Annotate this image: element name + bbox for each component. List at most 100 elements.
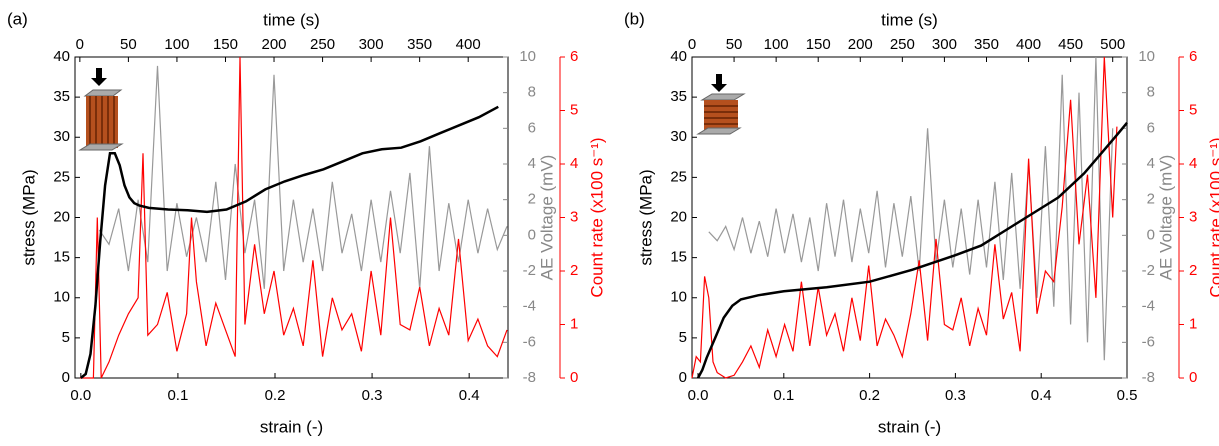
x2-tick-label: 50: [120, 36, 137, 53]
y2-tick-label: 4: [1147, 155, 1155, 172]
y3-tick-label: 3: [570, 208, 578, 225]
y3-tick-label: 3: [1189, 208, 1197, 225]
x-tick-label: 0.0: [688, 387, 709, 404]
y-tick-label: 40: [670, 48, 687, 65]
y-tick-label: 15: [670, 249, 687, 266]
x2-tick-label: 400: [456, 36, 481, 53]
panel-label: (a): [7, 9, 28, 28]
y3-tick-label: 5: [570, 101, 578, 118]
x-tick-label: 0.4: [1031, 387, 1052, 404]
y-tick-label: 20: [53, 208, 70, 225]
y3-axis-title: Count rate (x100 s⁻¹): [1206, 137, 1219, 297]
y2-tick-label: 8: [1147, 84, 1155, 101]
y2-axis-title: AE Voltage (mV): [1156, 155, 1175, 281]
y2-tick-label: -2: [1142, 262, 1155, 279]
y-tick-label: 5: [679, 329, 687, 346]
y2-tick-label: 0: [1147, 226, 1155, 243]
y3-tick-label: 0: [570, 369, 578, 386]
y3-tick-label: 4: [570, 155, 578, 172]
x-axis-title: strain (-): [878, 417, 941, 436]
x2-tick-label: 300: [932, 36, 957, 53]
y-axis-title: stress (MPa): [636, 169, 655, 265]
x2-tick-label: 450: [1058, 36, 1083, 53]
y3-tick-label: 2: [570, 262, 578, 279]
x2-tick-label: 500: [1100, 36, 1125, 53]
y3-tick-label: 1: [570, 315, 578, 332]
y2-tick-label: -6: [523, 333, 536, 350]
y-tick-label: 35: [670, 88, 687, 105]
y-tick-label: 40: [53, 48, 70, 65]
series-line: [691, 56, 1118, 379]
y3-tick-label: 2: [1189, 262, 1197, 279]
y3-tick-label: 1: [1189, 315, 1197, 332]
x-tick-label: 0.2: [859, 387, 880, 404]
x2-tick-label: 300: [359, 36, 384, 53]
x-tick-label: 0.1: [167, 387, 188, 404]
y3-tick-label: 0: [1189, 369, 1197, 386]
y3-tick-label: 6: [570, 48, 578, 65]
x2-tick-label: 250: [890, 36, 915, 53]
y2-tick-label: -6: [1142, 333, 1155, 350]
x2-axis-title: time (s): [263, 10, 320, 29]
x-tick-label: 0.5: [1117, 387, 1138, 404]
y2-tick-label: 2: [1147, 191, 1155, 208]
x2-axis-title: time (s): [881, 10, 938, 29]
y-tick-label: 10: [53, 289, 70, 306]
y2-tick-label: -2: [523, 262, 536, 279]
specimen-icon-a: [78, 68, 124, 151]
y-tick-label: 25: [53, 168, 70, 185]
y3-tick-label: 5: [1189, 101, 1197, 118]
x2-tick-label: 100: [764, 36, 789, 53]
y2-tick-label: 10: [519, 48, 536, 65]
x2-tick-label: 0: [688, 36, 696, 53]
series-line: [708, 56, 1114, 361]
x2-tick-label: 400: [1016, 36, 1041, 53]
x2-tick-label: 350: [407, 36, 432, 53]
series-line: [80, 105, 499, 379]
y-tick-label: 30: [53, 128, 70, 145]
y3-tick-label: 6: [1189, 48, 1197, 65]
y2-tick-label: 10: [1138, 48, 1155, 65]
panel-label: (b): [624, 9, 645, 28]
x-axis-title: strain (-): [260, 417, 323, 436]
series-line: [696, 122, 1128, 379]
x-tick-label: 0.1: [773, 387, 794, 404]
y2-tick-label: -8: [1142, 369, 1155, 386]
y2-tick-label: 8: [528, 84, 536, 101]
series-line: [98, 65, 508, 289]
y-tick-label: 35: [53, 88, 70, 105]
x2-tick-label: 350: [974, 36, 999, 53]
y3-axis-title: Count rate (x100 s⁻¹): [587, 137, 606, 297]
y-tick-label: 15: [53, 249, 70, 266]
x-tick-label: 0.4: [459, 387, 480, 404]
y2-tick-label: 6: [528, 119, 536, 136]
y-tick-label: 25: [670, 168, 687, 185]
y-tick-label: 0: [62, 369, 70, 386]
x2-tick-label: 0: [76, 36, 84, 53]
x-tick-label: 0.0: [70, 387, 91, 404]
plot-frame: [691, 56, 1128, 379]
x2-tick-label: 150: [213, 36, 238, 53]
x2-tick-label: 150: [806, 36, 831, 53]
x2-tick-label: 200: [848, 36, 873, 53]
x2-tick-label: 100: [164, 36, 189, 53]
specimen-icon-b: [696, 74, 746, 135]
y-tick-label: 20: [670, 208, 687, 225]
y2-tick-label: 6: [1147, 119, 1155, 136]
y-tick-label: 10: [670, 289, 687, 306]
y2-axis-title: AE Voltage (mV): [537, 155, 556, 281]
y-axis-title: stress (MPa): [19, 169, 38, 265]
y3-tick-label: 4: [1189, 155, 1197, 172]
y2-tick-label: 2: [528, 191, 536, 208]
x-tick-label: 0.2: [265, 387, 286, 404]
y2-tick-label: -4: [1142, 298, 1155, 315]
x2-tick-label: 250: [310, 36, 335, 53]
y-tick-label: 0: [679, 369, 687, 386]
y2-tick-label: -4: [523, 298, 536, 315]
x2-tick-label: 200: [262, 36, 287, 53]
y-tick-label: 30: [670, 128, 687, 145]
x-tick-label: 0.3: [362, 387, 383, 404]
y-tick-label: 5: [62, 329, 70, 346]
y2-tick-label: -8: [523, 369, 536, 386]
